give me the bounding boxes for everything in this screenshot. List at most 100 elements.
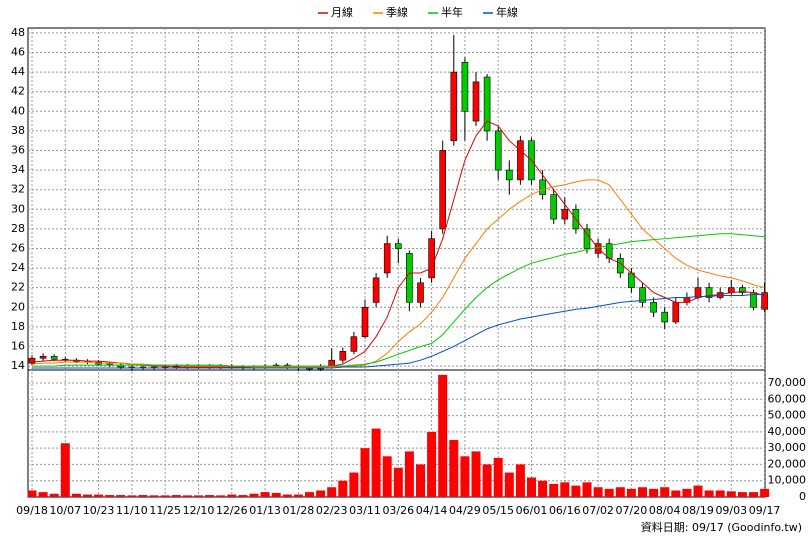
x-tick-label: 11/10 (116, 504, 148, 517)
y-tick-label: 38 (11, 124, 25, 137)
volume-bar (305, 492, 314, 497)
volume-bar (715, 490, 725, 497)
volume-bar (593, 487, 603, 497)
volume-bar (615, 487, 625, 497)
volume-bar (382, 456, 392, 497)
y-tick-label: 10,000 (768, 474, 807, 487)
volume-bar (282, 494, 292, 497)
volume-bar (60, 443, 70, 497)
volume-bar (704, 490, 714, 497)
y-tick-label: 14 (11, 359, 25, 372)
volume-bar (316, 490, 326, 497)
volume-bar (182, 495, 192, 497)
volume-bar (737, 492, 747, 497)
y-tick-label: 0 (799, 490, 806, 503)
candle-body (461, 61, 469, 112)
y-tick-label: 42 (11, 85, 25, 98)
candle-body (472, 81, 480, 122)
candle-body (406, 253, 413, 303)
candle-body (517, 140, 524, 181)
volume-bar (582, 482, 592, 497)
volume-bar (105, 495, 115, 497)
x-tick-label: 08/19 (682, 504, 714, 517)
x-tick-label: 12/26 (216, 504, 248, 517)
candle-body (550, 194, 558, 220)
volume-bar (493, 457, 503, 497)
volume-bar (349, 472, 359, 497)
volume-bar (260, 492, 270, 497)
volume-bar (127, 495, 137, 497)
candle-body (450, 71, 458, 141)
volume-bar (460, 456, 470, 497)
candle-body (727, 287, 735, 293)
volume-bar (227, 494, 237, 497)
candle-body (583, 228, 591, 249)
volume-bar (94, 494, 104, 497)
legend-label: 年線 (496, 5, 518, 19)
x-tick-label: 10/23 (83, 504, 115, 517)
volume-bar (560, 482, 570, 497)
x-tick-label: 09/17 (749, 504, 781, 517)
candle-body (761, 292, 768, 310)
candle-body (28, 357, 36, 364)
y-tick-label: 36 (11, 143, 25, 156)
footer: 資料日期: 09/17 (Goodinfo.tw) (641, 520, 802, 534)
x-tick-label: 08/04 (649, 504, 681, 517)
y-tick-label: 46 (11, 45, 25, 58)
candle-body (417, 282, 424, 303)
y-tick-label: 40 (11, 104, 25, 117)
volume-bar (549, 483, 559, 497)
x-tick-label: 07/20 (616, 504, 648, 517)
candle-body (350, 336, 358, 352)
candle-body (439, 150, 447, 230)
y-tick-label: 20 (11, 300, 25, 313)
y-tick-label: 22 (11, 281, 25, 294)
y-tick-label: 50,000 (768, 409, 807, 422)
volume-bar (238, 495, 248, 497)
candle-body (339, 351, 347, 361)
candle-body (394, 243, 402, 249)
volume-bar (149, 495, 159, 497)
candle-body (650, 302, 657, 313)
volume-bar (83, 494, 92, 497)
y-tick-label: 40,000 (768, 425, 807, 438)
candle-body (483, 76, 491, 132)
x-tick-label: 01/13 (249, 504, 281, 517)
candle-body (383, 243, 391, 274)
candle-body (361, 306, 369, 337)
y-tick-label: 26 (11, 241, 25, 254)
candle-body (328, 359, 336, 367)
volume-bar (293, 494, 303, 497)
candle-body (539, 179, 546, 195)
volume-bar (449, 440, 459, 497)
legend-label: 季線 (386, 5, 408, 19)
volume-bar (116, 495, 126, 497)
candle-body (372, 277, 380, 303)
volume-bar (760, 488, 770, 497)
y-tick-label: 60,000 (768, 392, 807, 405)
x-tick-label: 09/03 (715, 504, 747, 517)
price-panel (27, 27, 766, 371)
candle-body (739, 287, 746, 293)
volume-bar (371, 428, 381, 497)
y-tick-label: 30,000 (768, 441, 807, 454)
y-tick-label: 70,000 (768, 376, 807, 389)
volume-bar (194, 495, 203, 497)
volume-bar (682, 488, 692, 497)
candle-body (428, 238, 435, 279)
candle-body (39, 355, 47, 359)
volume-bar (404, 451, 414, 497)
volume-bar (538, 480, 548, 497)
legend: 月線 季線 半年 年線 (318, 5, 518, 19)
volume-bar (515, 464, 525, 497)
legend-label: 月線 (331, 5, 353, 19)
volume-bar (482, 464, 492, 497)
y-tick-label: 20,000 (768, 457, 807, 470)
x-tick-label: 07/02 (582, 504, 614, 517)
volume-bar (393, 467, 403, 497)
x-tick-label: 01/28 (283, 504, 315, 517)
ma-line (32, 233, 765, 367)
y-tick-label: 32 (11, 183, 25, 196)
x-tick-label: 03/11 (349, 504, 381, 517)
